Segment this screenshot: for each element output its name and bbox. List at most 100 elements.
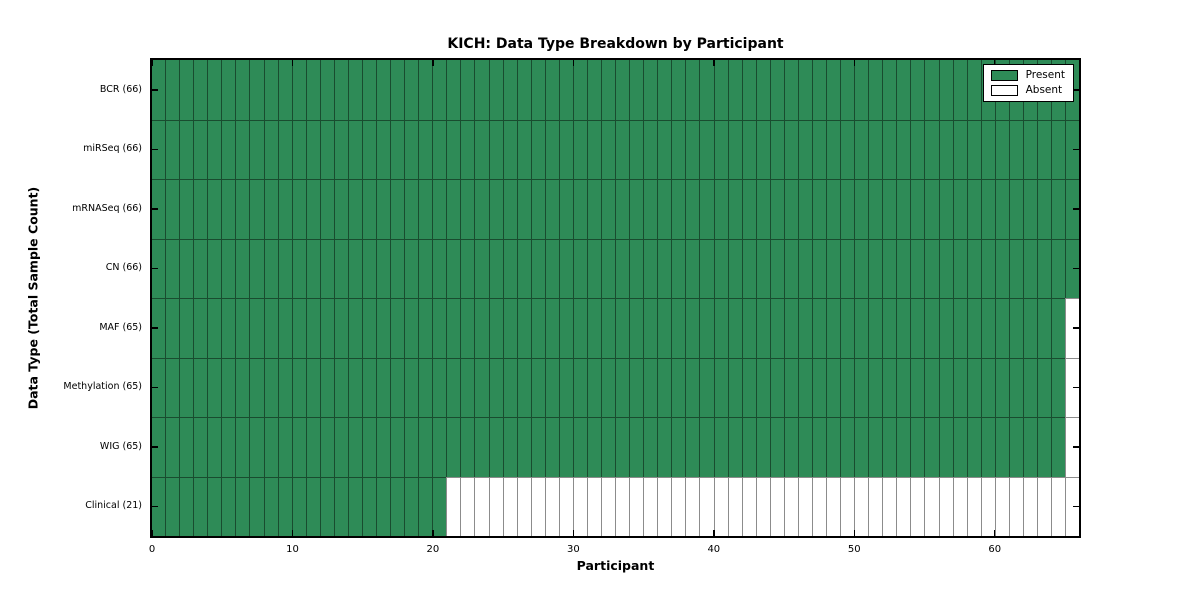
heatmap-cell [797, 298, 812, 358]
heatmap-cell [390, 238, 405, 298]
heatmap-cell [572, 417, 587, 477]
heatmap-cell [840, 298, 855, 358]
heatmap-row-maf [152, 298, 1080, 358]
heatmap-cell [207, 179, 222, 239]
heatmap-cell [1051, 119, 1066, 179]
heatmap-cell [165, 476, 180, 536]
heatmap-cell [291, 60, 306, 120]
heatmap-cell [643, 357, 658, 417]
heatmap-cell [840, 417, 855, 477]
heatmap-cell [446, 417, 461, 477]
heatmap-cell [797, 476, 812, 536]
heatmap-cell [671, 298, 686, 358]
heatmap-cell [558, 119, 573, 179]
heatmap-cell [755, 476, 770, 536]
heatmap-cell [826, 298, 841, 358]
heatmap-cell [601, 417, 616, 477]
heatmap-cell [868, 357, 883, 417]
heatmap-cell [418, 60, 433, 120]
y-tick-label: mRNASeq (66) [72, 202, 142, 214]
heatmap-cell [193, 238, 208, 298]
heatmap-cell [263, 476, 278, 536]
heatmap-cell [1036, 417, 1051, 477]
heatmap-cell [994, 238, 1009, 298]
heatmap-cell [404, 179, 419, 239]
heatmap-cell [544, 238, 559, 298]
heatmap-cell [277, 417, 292, 477]
heatmap-cell [446, 357, 461, 417]
heatmap-cell [952, 357, 967, 417]
heatmap-cell [952, 298, 967, 358]
heatmap-cell [1065, 476, 1080, 536]
heatmap-cell [193, 357, 208, 417]
heatmap-cell [713, 476, 728, 536]
heatmap-cell [586, 119, 601, 179]
heatmap-cell [783, 417, 798, 477]
heatmap-cell [347, 298, 362, 358]
heatmap-cell [572, 298, 587, 358]
heatmap-cell [277, 238, 292, 298]
heatmap-cell [221, 179, 236, 239]
heatmap-cell [882, 60, 897, 120]
heatmap-cell [910, 119, 925, 179]
heatmap-cell [319, 119, 334, 179]
heatmap-cell [263, 298, 278, 358]
heatmap-cell [966, 179, 981, 239]
heatmap-cell [558, 60, 573, 120]
heatmap-cell [980, 476, 995, 536]
heatmap-cell [882, 238, 897, 298]
x-tick-mark [993, 530, 996, 536]
heatmap-cell [769, 60, 784, 120]
heatmap-cell [376, 417, 391, 477]
heatmap-cell [854, 357, 869, 417]
heatmap-cell [629, 417, 644, 477]
heatmap-cell [193, 179, 208, 239]
heatmap-cell [629, 238, 644, 298]
heatmap-cell [811, 476, 826, 536]
heatmap-cell [333, 238, 348, 298]
heatmap-cell [572, 60, 587, 120]
heatmap-cell [615, 238, 630, 298]
heatmap-cell [938, 238, 953, 298]
heatmap-cell [249, 60, 264, 120]
heatmap-cell [305, 476, 320, 536]
heatmap-cell [896, 60, 911, 120]
heatmap-cell [1036, 179, 1051, 239]
heatmap-cell [179, 179, 194, 239]
heatmap-cell [152, 179, 166, 239]
y-tick-label: WIG (65) [99, 440, 142, 452]
heatmap-cell [207, 238, 222, 298]
heatmap-cell [966, 417, 981, 477]
heatmap-cell [235, 238, 250, 298]
heatmap-cell [347, 179, 362, 239]
heatmap-cell [882, 119, 897, 179]
heatmap-row-mrnaseq [152, 179, 1080, 239]
heatmap-cell [361, 119, 376, 179]
heatmap-cell [277, 357, 292, 417]
heatmap-cell [685, 417, 700, 477]
heatmap-cell [530, 357, 545, 417]
heatmap-cell [1022, 179, 1037, 239]
y-tick-mark [152, 267, 158, 269]
heatmap-cell [152, 298, 166, 358]
heatmap-cell [586, 60, 601, 120]
absent-swatch-icon [990, 84, 1018, 96]
heatmap-cell [1065, 357, 1080, 417]
heatmap-row-cn [152, 238, 1080, 298]
heatmap-cell [418, 119, 433, 179]
heatmap-cell [404, 238, 419, 298]
heatmap-cell [376, 60, 391, 120]
heatmap-cell [165, 60, 180, 120]
heatmap-cell [418, 238, 433, 298]
heatmap-cell [840, 119, 855, 179]
heatmap-cell [924, 298, 939, 358]
heatmap-cell [769, 357, 784, 417]
heatmap-cell [319, 179, 334, 239]
heatmap-cell [601, 357, 616, 417]
heatmap-cell [783, 298, 798, 358]
legend: Present Absent [982, 64, 1074, 102]
y-tick-label: CN (66) [105, 262, 142, 274]
heatmap-cell [376, 357, 391, 417]
heatmap-cell [502, 476, 517, 536]
heatmap-cell [516, 417, 531, 477]
